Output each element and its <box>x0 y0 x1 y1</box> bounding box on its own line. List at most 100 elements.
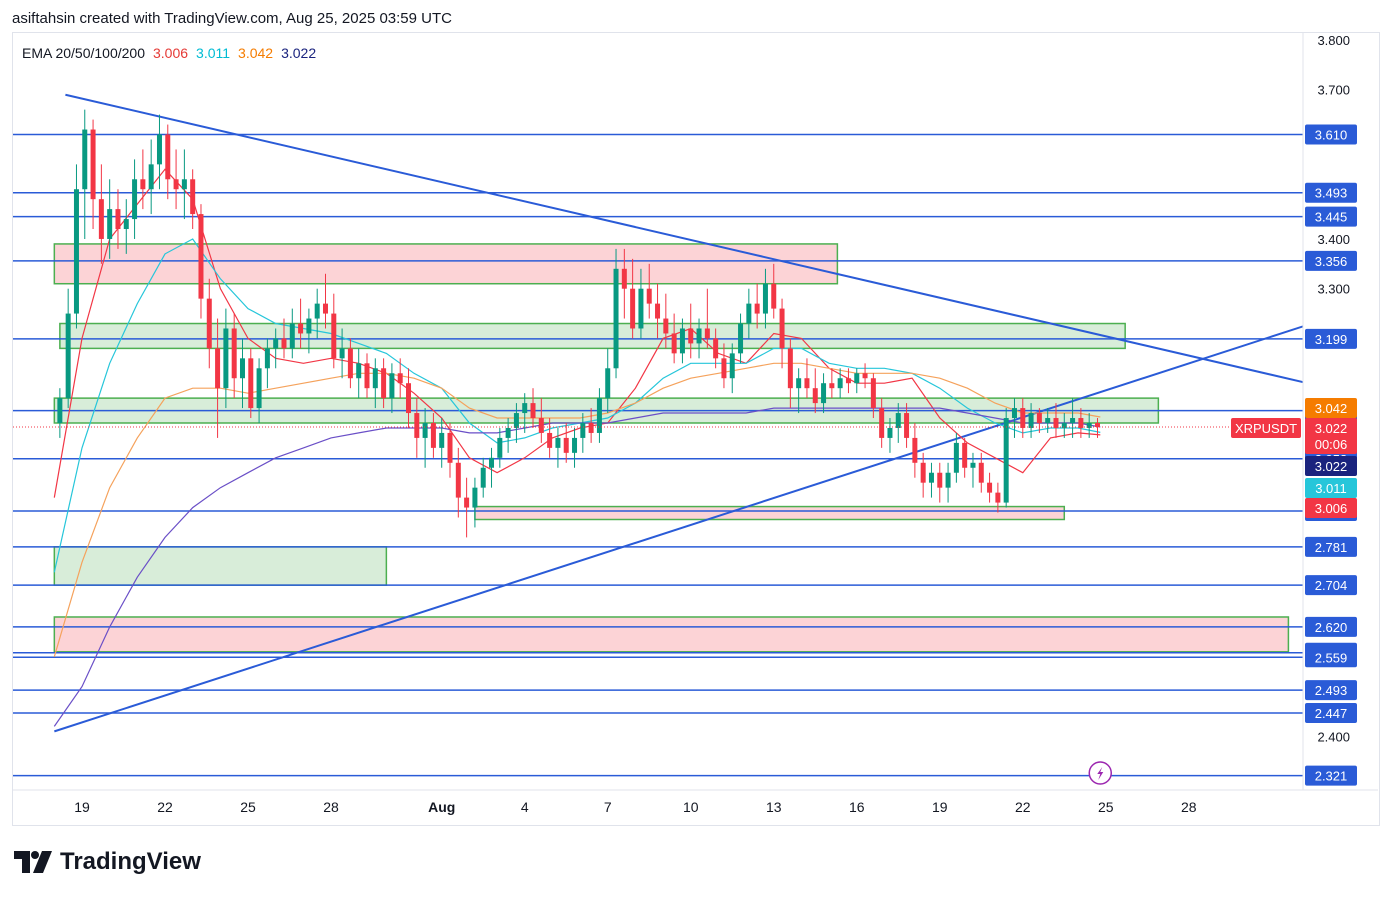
candle-body <box>215 348 221 389</box>
candle-body <box>107 209 113 239</box>
level-tag-3-610-bg[interactable] <box>1305 124 1357 145</box>
trendline-1[interactable] <box>54 319 1327 733</box>
candle-body <box>1086 422 1092 428</box>
candle-body <box>762 283 768 314</box>
candle-body <box>1028 413 1034 428</box>
candle-body <box>895 413 901 428</box>
candle-body <box>497 437 503 458</box>
level-tag-2-321: 2.321 <box>1315 769 1348 784</box>
level-tag-2-493-bg[interactable] <box>1305 680 1357 701</box>
candle-body <box>57 398 63 423</box>
level-tag-2-781-bg[interactable] <box>1305 536 1357 557</box>
level-tag-2-704-bg[interactable] <box>1305 575 1357 596</box>
candle-body <box>613 268 619 369</box>
ema-line-ema-20 <box>53 168 1101 498</box>
candle-body <box>356 363 362 379</box>
x-tick-label: 25 <box>1098 799 1114 815</box>
ema-tag-3-042: 3.042 <box>1315 401 1348 416</box>
candle-body <box>854 373 860 384</box>
ema-tag-3-042-bg[interactable] <box>1305 398 1357 418</box>
candle-body <box>505 427 511 438</box>
level-tag-2-620: 2.620 <box>1315 620 1348 635</box>
candle-body <box>555 437 561 448</box>
ema-tag-3-011-bg[interactable] <box>1305 478 1357 498</box>
level-tag-3-493-bg[interactable] <box>1305 182 1357 203</box>
candle-body <box>1020 408 1026 428</box>
candle-body <box>829 383 835 389</box>
candle-body <box>596 398 602 433</box>
last-price-tag-bg[interactable] <box>1305 418 1357 454</box>
candle-body <box>480 467 486 488</box>
x-tick-label: 25 <box>240 799 256 815</box>
x-tick-label: 10 <box>683 799 699 815</box>
supply-zone-0[interactable] <box>53 243 839 285</box>
demand-zone-1[interactable] <box>59 322 1126 350</box>
candle-body <box>870 378 876 409</box>
symbol-tag-bg[interactable] <box>1231 418 1301 438</box>
level-tag-3-493: 3.493 <box>1315 186 1348 201</box>
candle-body <box>937 472 943 488</box>
candle-body <box>82 129 88 190</box>
ema-legend[interactable]: EMA 20/50/100/200 3.006 3.011 3.042 3.02… <box>22 45 316 61</box>
level-tag-3-199-bg[interactable] <box>1305 328 1357 349</box>
candle-body <box>1094 422 1100 427</box>
candle-body <box>646 288 652 304</box>
candle-body <box>704 328 710 339</box>
candle-body <box>962 442 968 468</box>
last-price-tag: 3.022 <box>1315 421 1348 436</box>
supply-zone-5[interactable] <box>53 616 1290 653</box>
candle-body <box>322 303 328 314</box>
candle-body <box>621 268 627 289</box>
candle-body <box>381 368 387 399</box>
ema-20-value: 3.006 <box>153 45 189 61</box>
candle-body <box>970 462 976 468</box>
x-tick-label: 22 <box>157 799 173 815</box>
level-tag-2-447-bg[interactable] <box>1305 702 1357 723</box>
candle-body <box>447 432 453 463</box>
candle-body <box>812 388 818 404</box>
level-tag-2-559-bg[interactable] <box>1305 647 1357 668</box>
trendline-0[interactable] <box>65 93 1307 384</box>
level-tag-2-781: 2.781 <box>1315 540 1348 555</box>
candle-body <box>397 373 403 384</box>
supply-zone-3[interactable] <box>474 505 1066 521</box>
candle-body <box>331 313 337 359</box>
tradingview-brand[interactable]: TradingView <box>14 848 201 876</box>
candle-body <box>223 328 229 389</box>
ema-200-value: 3.022 <box>281 45 317 61</box>
candle-body <box>547 432 553 448</box>
ema-tag-3-006: 3.006 <box>1315 501 1348 516</box>
x-tick-label: 4 <box>521 799 529 815</box>
candle-body <box>298 323 304 334</box>
demand-zone-4[interactable] <box>53 546 388 586</box>
countdown-tag: 00:06 <box>1315 437 1348 452</box>
candle-body <box>721 358 727 379</box>
candle-body <box>422 422 428 438</box>
candle-body <box>165 134 171 180</box>
candle-body <box>439 432 445 448</box>
candle-body <box>455 462 461 498</box>
candle-body <box>472 487 478 508</box>
level-tag-2-620-bg[interactable] <box>1305 616 1357 637</box>
candle-body <box>995 492 1001 503</box>
candle-body <box>522 403 528 414</box>
candle-body <box>314 303 320 319</box>
candle-body <box>73 189 79 314</box>
candle-body <box>588 422 594 433</box>
chart-frame <box>12 32 1380 826</box>
candle-body <box>688 328 694 344</box>
ema-tag-3-006-bg[interactable] <box>1305 498 1357 518</box>
candle-body <box>845 378 851 384</box>
candle-body <box>347 348 353 379</box>
level-tag-2-321-bg[interactable] <box>1305 765 1357 786</box>
x-tick-label: 19 <box>74 799 90 815</box>
level-tag-3-445-bg[interactable] <box>1305 206 1357 227</box>
ema-tag-3-022-bg[interactable] <box>1305 456 1357 476</box>
tradingview-logo-icon <box>14 851 52 873</box>
level-tag-3-356-bg[interactable] <box>1305 250 1357 271</box>
candle-body <box>953 442 959 473</box>
candle-body <box>729 353 735 379</box>
y-tick-label: 3.300 <box>1317 282 1350 297</box>
ema-50-value: 3.011 <box>196 45 231 61</box>
